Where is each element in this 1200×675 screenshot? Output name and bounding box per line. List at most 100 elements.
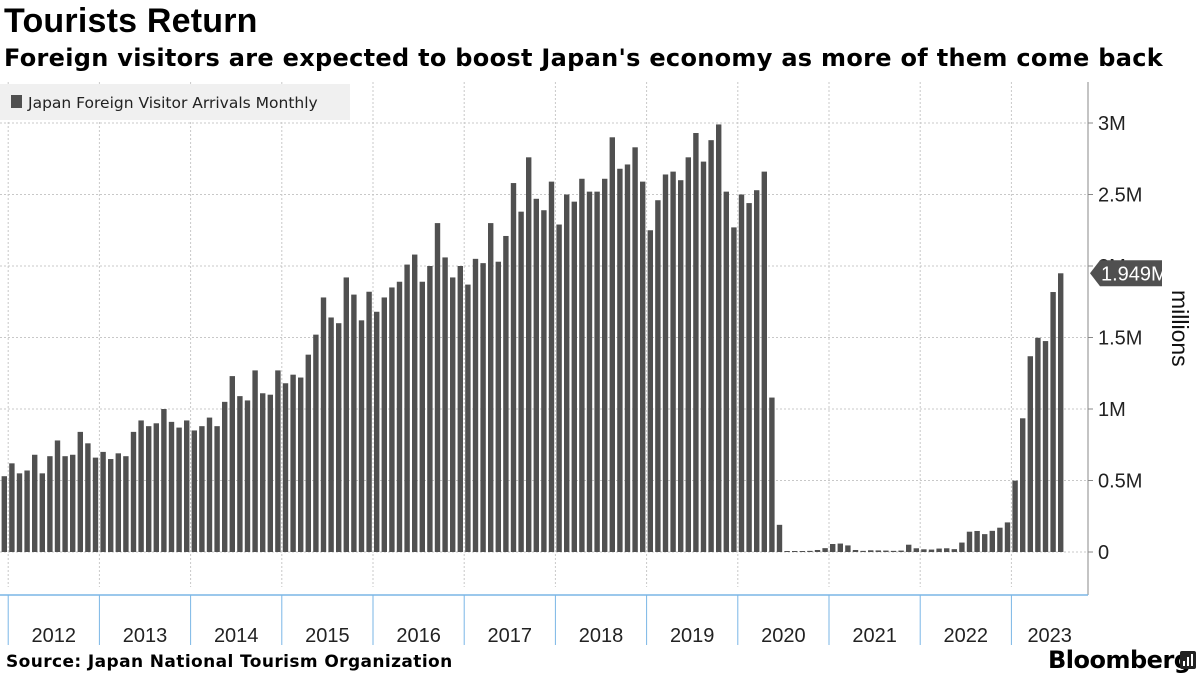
bar (617, 168, 623, 552)
bar (708, 140, 714, 552)
bar (77, 431, 83, 552)
bar (92, 457, 99, 552)
bar (564, 194, 570, 552)
x-tick-label: 2022 (944, 625, 989, 647)
bar (214, 426, 220, 552)
bar (602, 178, 608, 552)
bar (153, 423, 159, 552)
bar (305, 354, 311, 552)
x-tick-label: 2012 (32, 625, 77, 647)
x-tick-label: 2015 (305, 625, 350, 647)
bar (328, 317, 334, 552)
bar (298, 377, 304, 552)
bar (290, 374, 296, 552)
bar (229, 376, 235, 552)
bar (784, 551, 790, 552)
y-tick-label: 2.5M (1098, 185, 1142, 207)
bar (85, 443, 91, 552)
bar (571, 201, 577, 552)
legend: Japan Foreign Visitor Arrivals Monthly (0, 84, 350, 120)
bar (1035, 337, 1041, 552)
bar (921, 549, 927, 552)
last-value-label: 1.949M (1090, 260, 1168, 287)
bar (184, 420, 190, 552)
bar (776, 524, 783, 552)
bar (32, 454, 38, 552)
bar (1050, 292, 1056, 552)
bar (906, 544, 912, 552)
bloomberg-terminal-icon (1180, 651, 1196, 669)
bar (358, 320, 365, 552)
bar (503, 235, 509, 552)
bar (609, 137, 615, 553)
bar (868, 550, 874, 552)
bar (997, 527, 1003, 552)
bar (24, 470, 30, 552)
bar (465, 284, 471, 552)
bar (16, 473, 23, 552)
bar (792, 551, 798, 552)
bar (632, 147, 638, 552)
bar (389, 287, 395, 552)
bar (936, 548, 942, 552)
bar (275, 370, 281, 552)
bar (746, 203, 752, 552)
bar (100, 451, 106, 552)
bar (1027, 356, 1033, 552)
bar (351, 294, 357, 552)
x-tick-label: 2017 (488, 625, 533, 647)
bar (624, 164, 631, 552)
x-axis-ticks: 2012 2013 2014 2015 2016 2017 2018 2019 2020 2021… (7, 595, 1072, 647)
bar (959, 542, 965, 552)
bar (982, 534, 988, 552)
bar (662, 174, 669, 553)
bar (54, 440, 61, 552)
x-tick-label: 2019 (670, 625, 715, 647)
bar (442, 257, 448, 552)
bar (434, 223, 441, 552)
y-axis-title: millions (1167, 290, 1193, 367)
bar (738, 194, 745, 552)
bar (176, 427, 182, 552)
legend-label: Japan Foreign Visitor Arrivals Monthly (27, 94, 318, 112)
legend-background (0, 84, 350, 120)
bar (480, 263, 486, 552)
bar (754, 190, 760, 552)
bar (123, 456, 129, 552)
bar (951, 549, 957, 552)
bar (678, 180, 684, 552)
bar (161, 409, 167, 552)
bar (412, 254, 418, 552)
bar (518, 211, 524, 552)
bar (723, 191, 729, 552)
bar (594, 191, 600, 552)
x-tick-label: 2021 (852, 625, 897, 647)
bar (860, 550, 866, 552)
bar (450, 277, 456, 552)
bar (404, 264, 410, 552)
bar (556, 224, 562, 552)
bar (974, 530, 980, 552)
chart-subtitle: Foreign visitors are expected to boost J… (4, 44, 1164, 72)
y-tick-label: 1.5M (1098, 328, 1142, 350)
chart-title: Tourists Return (4, 2, 258, 40)
bar (191, 430, 197, 552)
bar (913, 548, 919, 552)
bar (381, 297, 387, 552)
bar (814, 549, 821, 552)
bar (419, 281, 425, 552)
bar (852, 549, 859, 552)
bar (1042, 341, 1049, 552)
bar (366, 291, 372, 552)
bar (890, 550, 897, 552)
bar (336, 323, 342, 552)
bar (1058, 273, 1064, 552)
bar (586, 191, 593, 552)
bar (320, 297, 327, 552)
bar (1012, 480, 1018, 552)
bar (427, 266, 433, 552)
bar (206, 417, 213, 552)
bar (374, 311, 380, 552)
bar (1020, 418, 1026, 552)
